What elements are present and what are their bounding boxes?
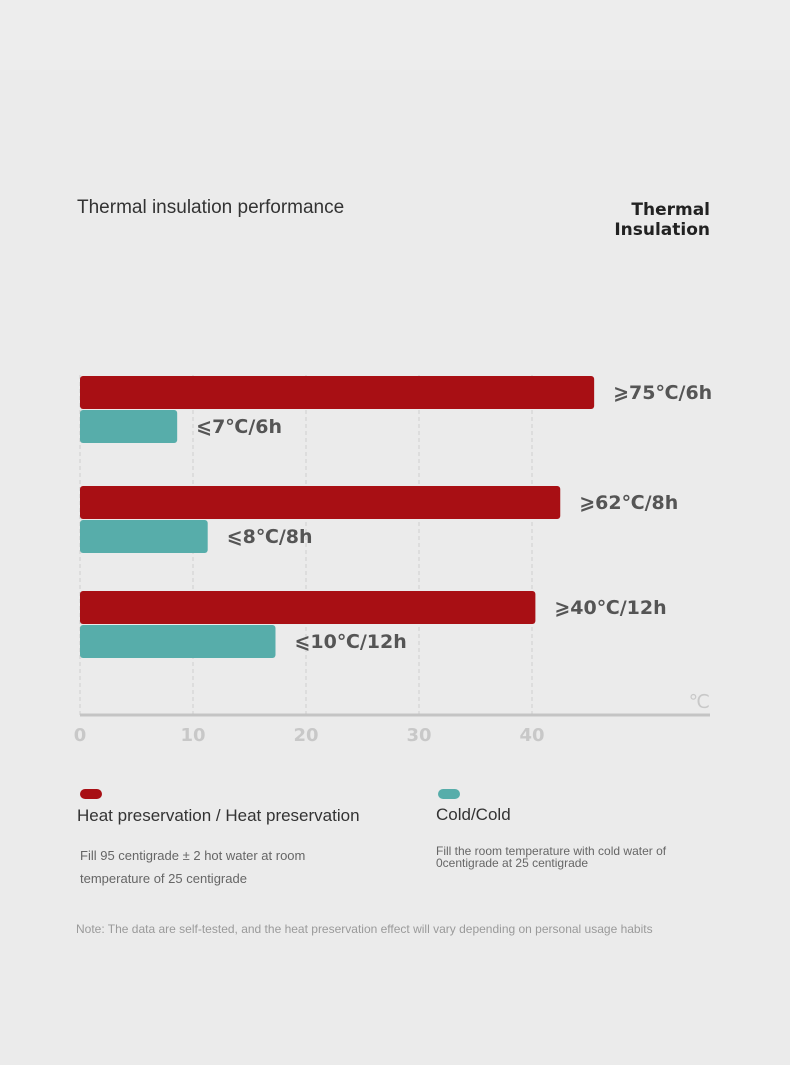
top-band xyxy=(0,0,790,70)
brand-line-1: Thermal xyxy=(631,200,710,220)
legend-desc-heat-line-1: Fill 95 centigrade ± 2 hot water at room xyxy=(80,848,306,863)
chart-title: Thermal insulation performance xyxy=(77,197,345,218)
bar-heat xyxy=(80,591,536,624)
x-tick-label: 10 xyxy=(180,725,205,746)
legend-label-heat: Heat preservation / Heat preservation xyxy=(77,806,360,825)
x-tick-label: 0 xyxy=(74,725,87,746)
legend-desc-cold: Fill the room temperature with cold wate… xyxy=(436,845,666,869)
bar-cold xyxy=(80,410,178,443)
legend-swatch-heat xyxy=(80,789,102,799)
x-tick-label: 30 xyxy=(406,725,431,746)
bar-label-cold: ⩽10℃/12h xyxy=(294,631,406,653)
brand-line-2: Insulation xyxy=(614,220,710,240)
x-tick-label: 40 xyxy=(519,725,544,746)
bar-cold xyxy=(80,520,208,553)
bar-cold xyxy=(80,625,276,658)
bar-heat xyxy=(80,486,561,519)
legend-desc-heat: Fill 95 centigrade ± 2 hot water at room… xyxy=(80,844,305,890)
x-tick-label: 20 xyxy=(293,725,318,746)
legend-desc-heat-line-2: temperature of 25 centigrade xyxy=(80,871,247,886)
legend-swatch-cold xyxy=(438,789,460,799)
bar-label-cold: ⩽8℃/8h xyxy=(227,526,313,548)
bar-label-heat: ⩾75℃/6h xyxy=(613,382,712,404)
bar-label-cold: ⩽7℃/6h xyxy=(196,416,282,438)
bar-label-heat: ⩾40℃/12h xyxy=(554,597,666,619)
footnote: Note: The data are self-tested, and the … xyxy=(76,922,653,936)
bar-chart: 0 10 20 30 40 ℃ ⩾75℃/6h ⩾62℃/8h ⩾40℃/12h ⩽7℃/6h ⩽8… xyxy=(74,375,712,746)
bar-heat xyxy=(80,376,595,409)
x-axis-unit: ℃ xyxy=(689,691,710,713)
legend-desc-cold-line-1: Fill the room temperature with cold wate… xyxy=(436,844,667,858)
brand-label: Thermal Insulation xyxy=(614,200,710,240)
legend-label-cold: Cold/Cold xyxy=(436,805,511,824)
legend-desc-cold-line-2: 0centigrade at 25 centigrade xyxy=(436,856,589,870)
bar-label-heat: ⩾62℃/8h xyxy=(579,492,678,514)
